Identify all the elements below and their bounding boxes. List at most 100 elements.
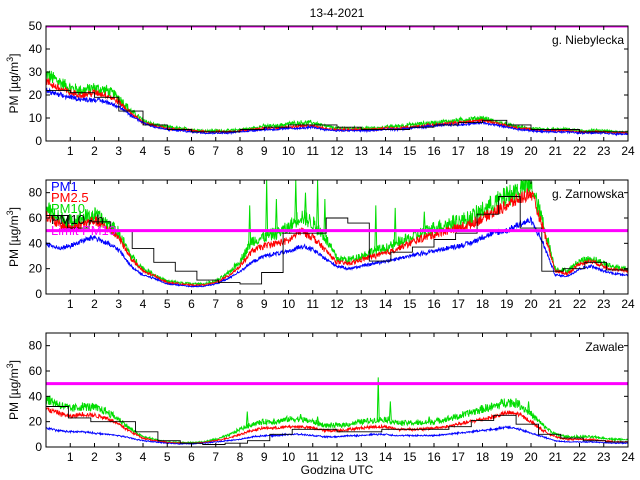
y-tick-label: 0	[35, 440, 42, 454]
x-tick-label: 10	[282, 144, 296, 158]
pm10-spike	[451, 215, 455, 223]
x-tick-label: 4	[140, 450, 147, 464]
pm10-spike	[323, 198, 327, 238]
x-tick-label: 10	[282, 450, 296, 464]
pm10-spike	[374, 205, 378, 251]
x-tick-label: 21	[549, 297, 563, 311]
figure-title: 13-4-2021	[310, 6, 365, 20]
pm10-spike	[527, 401, 531, 413]
y-tick-label: 20	[29, 262, 43, 276]
series-pm10-hourly	[46, 89, 628, 133]
series-pm25	[46, 188, 628, 287]
pm10-spike	[304, 192, 307, 219]
x-tick-label: 15	[403, 144, 417, 158]
x-tick-label: 19	[500, 297, 514, 311]
x-tick-label: 6	[188, 297, 195, 311]
series-pm10-hourly	[46, 196, 628, 285]
x-tick-label: 16	[427, 297, 441, 311]
x-tick-label: 22	[573, 144, 587, 158]
y-tick-label: 0	[35, 134, 42, 148]
x-tick-label: 16	[427, 450, 441, 464]
x-tick-label: 12	[330, 144, 344, 158]
x-tick-label: 11	[307, 450, 320, 464]
pm10-spike	[265, 180, 269, 237]
pm10-spike	[393, 207, 397, 245]
x-tick-label: 6	[188, 144, 195, 158]
pm10-spike	[294, 180, 298, 221]
legend-item: PM1	[51, 179, 78, 194]
series-pm1	[46, 215, 628, 288]
plot-area	[46, 180, 628, 288]
x-tick-label: 12	[330, 297, 344, 311]
pm10-spike	[488, 201, 492, 206]
x-tick-label: 8	[237, 297, 244, 311]
x-tick-label: 15	[403, 297, 417, 311]
y-tick-label: 60	[29, 211, 43, 225]
y-axis-label: PM [µg/m3]	[5, 360, 21, 420]
pm10-spike	[536, 203, 540, 209]
y-tick-label: 30	[29, 65, 43, 79]
x-tick-label: 15	[403, 450, 417, 464]
x-tick-label: 4	[140, 297, 147, 311]
x-tick-label: 11	[307, 144, 320, 158]
legend-item: Limit PM10	[51, 223, 116, 238]
axes-box	[45, 25, 629, 142]
x-tick-label: 4	[140, 144, 147, 158]
x-tick-label: 2	[91, 297, 98, 311]
x-tick-label: 8	[237, 450, 244, 464]
pm10-spike	[388, 401, 392, 421]
legend-item: PM10	[51, 201, 85, 216]
x-tick-label: 1	[67, 450, 74, 464]
x-tick-label: 11	[307, 297, 320, 311]
station-name: g. Zarnowska	[552, 187, 624, 201]
x-tick-label: 12	[330, 450, 344, 464]
pm10-spike	[274, 198, 278, 234]
series-pm10	[46, 180, 628, 287]
series-pm10-hourly	[46, 406, 628, 445]
x-tick-label: 18	[476, 144, 490, 158]
x-tick-label: 19	[500, 450, 514, 464]
pm10-spike	[488, 407, 492, 410]
x-tick-label: 3	[115, 450, 122, 464]
x-tick-label: 17	[452, 144, 466, 158]
x-tick-label: 22	[573, 450, 587, 464]
x-tick-label: 2	[91, 450, 98, 464]
station-name: Zawale	[585, 340, 624, 354]
x-tick-label: 13	[355, 144, 369, 158]
pm10-spike	[272, 417, 276, 422]
x-tick-label: 5	[164, 297, 171, 311]
x-tick-label: 23	[597, 144, 611, 158]
x-tick-label: 18	[476, 297, 490, 311]
pm10-spike	[427, 416, 431, 423]
y-tick-label: 20	[29, 88, 43, 102]
x-tick-label: 17	[452, 297, 466, 311]
y-tick-label: 40	[29, 42, 43, 56]
series-pm1	[46, 424, 628, 446]
plot-area	[46, 26, 628, 137]
x-tick-label: 3	[115, 297, 122, 311]
x-tick-label: 13	[355, 297, 369, 311]
pm10-spike	[376, 377, 380, 420]
y-tick-label: 10	[29, 111, 43, 125]
series-pm10	[46, 395, 628, 445]
y-tick-label: 0	[35, 287, 42, 301]
x-tick-label: 19	[500, 144, 514, 158]
x-tick-label: 1	[67, 144, 74, 158]
x-axis-label: Godzina UTC	[301, 463, 374, 477]
axes-box	[45, 179, 629, 295]
y-axis-label: PM [µg/m3]	[5, 207, 21, 267]
x-tick-label: 7	[212, 297, 219, 311]
x-tick-label: 24	[621, 144, 635, 158]
pm10-spike	[299, 413, 303, 420]
x-tick-label: 9	[261, 297, 268, 311]
x-tick-label: 5	[164, 144, 171, 158]
x-tick-label: 3	[115, 144, 122, 158]
x-tick-label: 9	[261, 144, 268, 158]
x-tick-label: 23	[597, 450, 611, 464]
legend-item: PM10 - h	[51, 212, 104, 227]
x-tick-label: 20	[524, 297, 538, 311]
x-tick-label: 14	[379, 144, 393, 158]
